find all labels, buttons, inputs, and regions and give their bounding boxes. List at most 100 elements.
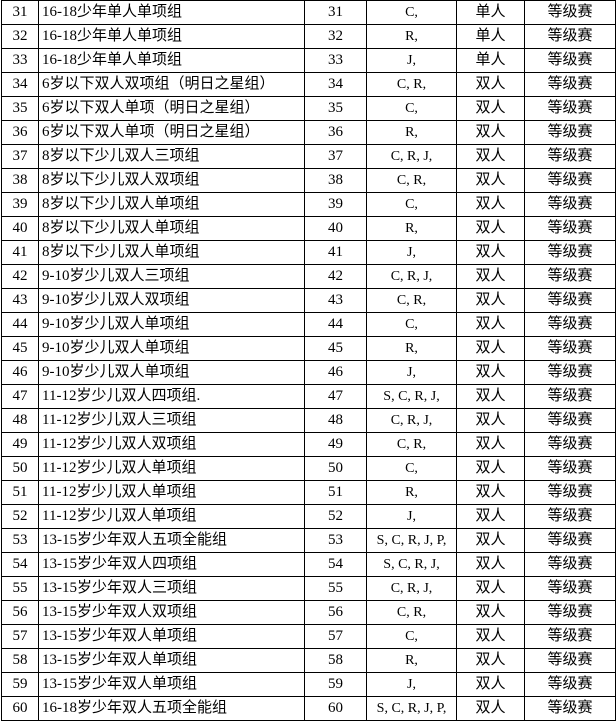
cell-row-number: 56 [1, 600, 39, 625]
cell-player-type: 双人 [456, 120, 525, 145]
cell-match-type: 等级赛 [524, 48, 616, 73]
cell-row-number: 43 [1, 288, 39, 313]
cell-match-type: 等级赛 [524, 264, 616, 289]
cell-row-number: 55 [1, 576, 39, 601]
cell-player-type: 双人 [456, 288, 525, 313]
cell-event-codes: R, [366, 120, 457, 145]
cell-group-name: 6岁以下双人单项（明日之星组） [38, 120, 305, 145]
cell-group-name: 8岁以下少儿双人三项组 [38, 144, 305, 169]
cell-group-name: 16-18少年单人单项组 [38, 0, 305, 25]
cell-player-type: 双人 [456, 96, 525, 121]
cell-match-type: 等级赛 [524, 432, 616, 457]
cell-row-number-right: 46 [304, 360, 367, 385]
cell-player-type: 双人 [456, 264, 525, 289]
cell-row-number-right: 41 [304, 240, 367, 265]
cell-row-number-right: 40 [304, 216, 367, 241]
cell-match-type: 等级赛 [524, 144, 616, 169]
cell-match-type: 等级赛 [524, 192, 616, 217]
cell-row-number: 32 [1, 24, 39, 49]
cell-row-number: 54 [1, 552, 39, 577]
cell-match-type: 等级赛 [524, 672, 616, 697]
cell-player-type: 双人 [456, 432, 525, 457]
cell-event-codes: R, [366, 648, 457, 673]
cell-player-type: 双人 [456, 552, 525, 577]
cell-row-number-right: 60 [304, 696, 367, 721]
cell-row-number-right: 42 [304, 264, 367, 289]
cell-event-codes: R, [366, 216, 457, 241]
cell-row-number-right: 58 [304, 648, 367, 673]
cell-row-number-right: 47 [304, 384, 367, 409]
table-row: 58 13-15岁少年双人单项组 58 R, 双人 等级赛 [1, 648, 616, 673]
cell-match-type: 等级赛 [524, 72, 616, 97]
cell-row-number: 47 [1, 384, 39, 409]
cell-row-number-right: 48 [304, 408, 367, 433]
cell-match-type: 等级赛 [524, 528, 616, 553]
cell-match-type: 等级赛 [524, 624, 616, 649]
table-row: 50 11-12岁少儿双人单项组 50 C, 双人 等级赛 [1, 456, 616, 481]
cell-row-number-right: 53 [304, 528, 367, 553]
cell-row-number-right: 33 [304, 48, 367, 73]
cell-event-codes: R, [366, 480, 457, 505]
cell-group-name: 6岁以下双人双项组（明日之星组） [38, 72, 305, 97]
cell-group-name: 11-12岁少儿双人单项组 [38, 480, 305, 505]
cell-event-codes: C, R, [366, 72, 457, 97]
table-row: 51 11-12岁少儿双人单项组 51 R, 双人 等级赛 [1, 480, 616, 505]
cell-event-codes: S, C, R, J, [366, 384, 457, 409]
table-row: 54 13-15岁少年双人四项组 54 S, C, R, J, 双人 等级赛 [1, 552, 616, 577]
cell-player-type: 双人 [456, 312, 525, 337]
cell-group-name: 8岁以下少儿双人双项组 [38, 168, 305, 193]
cell-player-type: 双人 [456, 216, 525, 241]
cell-row-number: 50 [1, 456, 39, 481]
table-row: 44 9-10岁少儿双人单项组 44 C, 双人 等级赛 [1, 312, 616, 337]
table-row: 45 9-10岁少儿双人单项组 45 R, 双人 等级赛 [1, 336, 616, 361]
cell-match-type: 等级赛 [524, 168, 616, 193]
table-row: 46 9-10岁少儿双人单项组 46 J, 双人 等级赛 [1, 360, 616, 385]
cell-row-number-right: 36 [304, 120, 367, 145]
cell-row-number: 51 [1, 480, 39, 505]
table-row: 43 9-10岁少儿双人双项组 43 C, R, 双人 等级赛 [1, 288, 616, 313]
cell-player-type: 单人 [456, 0, 525, 25]
cell-match-type: 等级赛 [524, 120, 616, 145]
cell-group-name: 11-12岁少儿双人四项组. [38, 384, 305, 409]
cell-match-type: 等级赛 [524, 312, 616, 337]
cell-group-name: 8岁以下少儿双人单项组 [38, 216, 305, 241]
table-row: 52 11-12岁少儿双人单项组 52 J, 双人 等级赛 [1, 504, 616, 529]
cell-match-type: 等级赛 [524, 96, 616, 121]
cell-group-name: 9-10岁少儿双人三项组 [38, 264, 305, 289]
cell-row-number-right: 51 [304, 480, 367, 505]
cell-match-type: 等级赛 [524, 600, 616, 625]
cell-row-number: 57 [1, 624, 39, 649]
cell-match-type: 等级赛 [524, 240, 616, 265]
table-row: 49 11-12岁少儿双人双项组 49 C, R, 双人 等级赛 [1, 432, 616, 457]
cell-row-number-right: 56 [304, 600, 367, 625]
cell-event-codes: S, C, R, J, P, [366, 696, 457, 721]
cell-group-name: 9-10岁少儿双人单项组 [38, 312, 305, 337]
cell-group-name: 13-15岁少年双人单项组 [38, 672, 305, 697]
cell-row-number-right: 52 [304, 504, 367, 529]
cell-row-number: 33 [1, 48, 39, 73]
cell-row-number: 44 [1, 312, 39, 337]
cell-event-codes: C, R, J, [366, 144, 457, 169]
cell-match-type: 等级赛 [524, 504, 616, 529]
cell-group-name: 13-15岁少年双人五项全能组 [38, 528, 305, 553]
table-row: 48 11-12岁少儿双人三项组 48 C, R, J, 双人 等级赛 [1, 408, 616, 433]
cell-match-type: 等级赛 [524, 552, 616, 577]
cell-row-number: 37 [1, 144, 39, 169]
cell-group-name: 11-12岁少儿双人单项组 [38, 456, 305, 481]
cell-player-type: 单人 [456, 48, 525, 73]
cell-row-number: 60 [1, 696, 39, 721]
table-row: 32 16-18少年单人单项组 32 R, 单人 等级赛 [1, 24, 616, 49]
cell-row-number-right: 50 [304, 456, 367, 481]
cell-row-number: 34 [1, 72, 39, 97]
cell-row-number-right: 54 [304, 552, 367, 577]
cell-event-codes: C, [366, 192, 457, 217]
cell-row-number-right: 37 [304, 144, 367, 169]
cell-player-type: 双人 [456, 408, 525, 433]
cell-event-codes: J, [366, 48, 457, 73]
cell-player-type: 双人 [456, 456, 525, 481]
cell-match-type: 等级赛 [524, 408, 616, 433]
cell-match-type: 等级赛 [524, 360, 616, 385]
cell-match-type: 等级赛 [524, 0, 616, 25]
cell-group-name: 13-15岁少年双人三项组 [38, 576, 305, 601]
